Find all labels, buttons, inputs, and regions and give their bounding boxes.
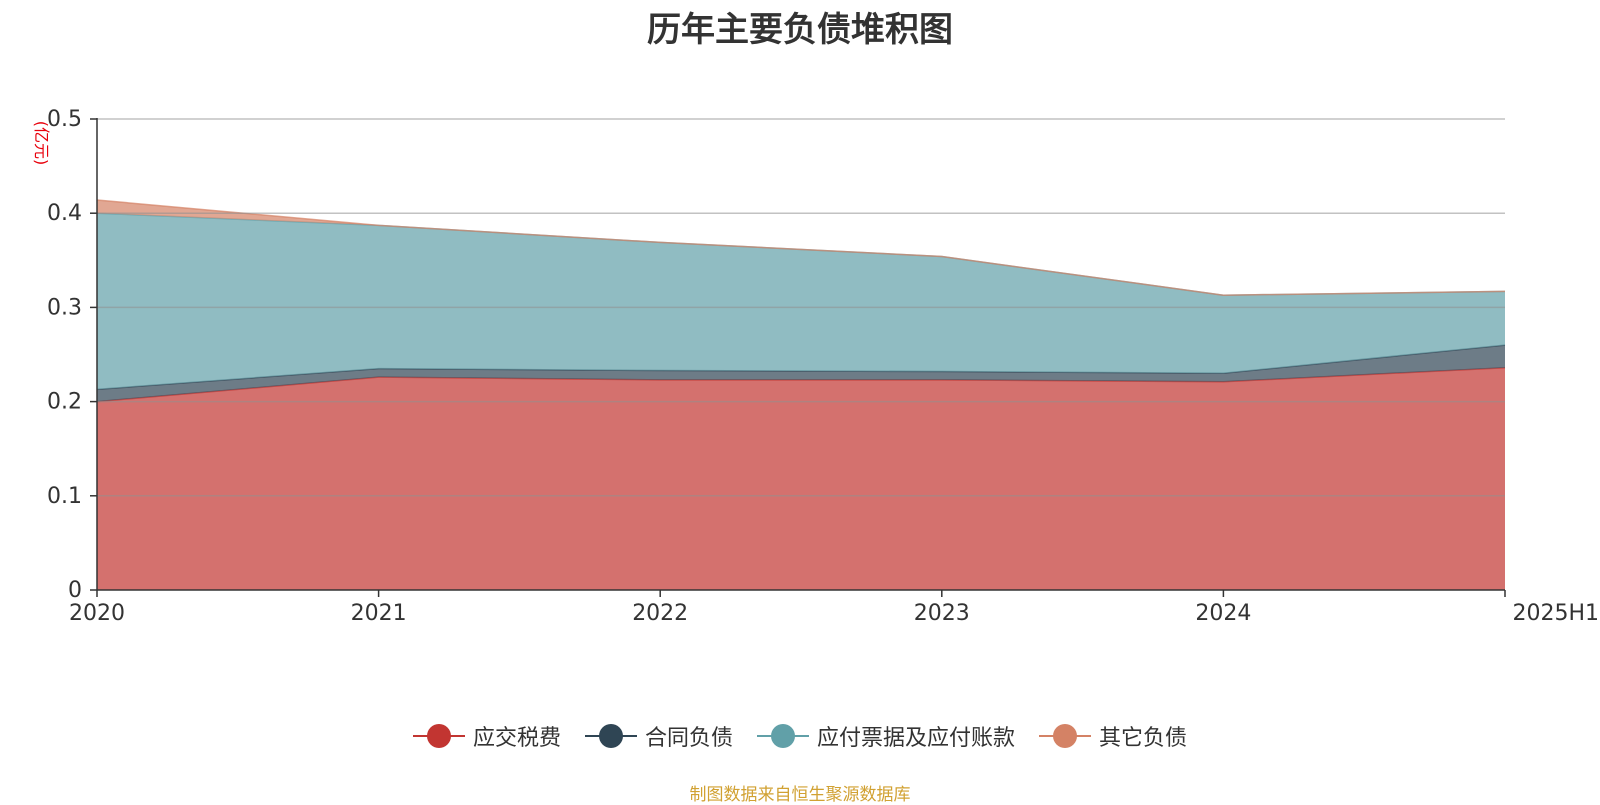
- legend-marker-dot: [426, 724, 451, 748]
- legend-marker-dot: [1053, 724, 1078, 748]
- legend-marker: [412, 724, 465, 748]
- legend-item[interactable]: 合同负债: [584, 720, 733, 752]
- legend: 应交税费 合同负债 应付票据及应付账款 其它负债: [0, 720, 1600, 752]
- y-tick-label: 0: [68, 578, 82, 603]
- area-series-1: [97, 345, 1505, 402]
- y-tick-label: 0.4: [47, 201, 82, 226]
- x-tick-label: 2024: [1195, 601, 1251, 626]
- x-tick-label: 2022: [632, 601, 688, 626]
- y-axis-label: (亿元): [32, 121, 51, 166]
- legend-label: 应付票据及应付账款: [817, 726, 1016, 751]
- x-tick-label: 2025H1: [1512, 601, 1599, 626]
- area-series-2: [97, 213, 1505, 390]
- legend-label: 应交税费: [472, 726, 561, 751]
- legend-item[interactable]: 应交税费: [412, 720, 561, 752]
- x-tick-label: 2021: [351, 601, 407, 626]
- y-tick-label: 0.5: [47, 107, 82, 132]
- legend-marker-dot: [598, 724, 623, 748]
- legend-marker: [757, 724, 809, 748]
- x-tick-label: 2020: [69, 601, 125, 626]
- source-note: 制图数据来自恒生聚源数据库: [689, 785, 911, 805]
- legend-item[interactable]: 应付票据及应付账款: [757, 720, 1015, 752]
- legend-marker-dot: [771, 724, 795, 748]
- chart-title: 历年主要负债堆积图: [647, 10, 953, 50]
- y-tick-label: 0.2: [47, 390, 82, 415]
- legend-label: 其它负债: [1099, 726, 1188, 751]
- legend-label: 合同负债: [644, 726, 733, 751]
- y-tick-label: 0.1: [47, 484, 82, 509]
- legend-item[interactable]: 其它负债: [1039, 720, 1187, 752]
- line-series-3: [96, 199, 1506, 296]
- legend-marker: [1039, 724, 1092, 748]
- area-series-0: [97, 367, 1505, 590]
- x-tick-label: 2023: [914, 601, 970, 626]
- legend-marker: [584, 724, 637, 748]
- y-tick-label: 0.3: [47, 295, 82, 320]
